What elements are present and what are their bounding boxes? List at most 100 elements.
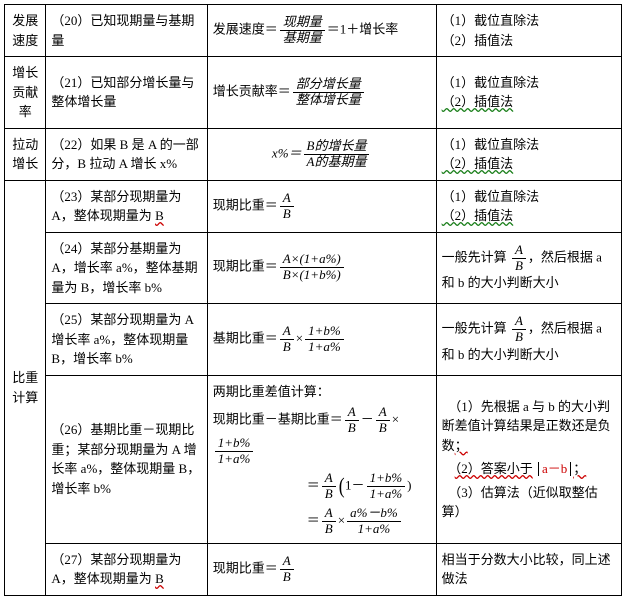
formula-27: 现期比重＝ A B <box>207 543 436 595</box>
frac-26b-num: A <box>376 405 390 421</box>
frac-25b-num: 1+b% <box>305 324 344 340</box>
frac-26c-den: 1+a% <box>215 452 254 467</box>
formula-23-lhs: 现期比重＝ <box>213 197 278 212</box>
condition-21: （21）已知部分增长量与整体增长量 <box>46 57 207 129</box>
frac-26f-den: B <box>322 522 336 537</box>
method-25-den: B <box>512 330 526 345</box>
cond-23-wavy: B <box>155 208 164 223</box>
method-22-1: （1）截位直除法 <box>442 135 616 155</box>
formula-26: 两期比重差值计算： 现期比重－基期比重＝ A B － A B × 1+b% 1+… <box>207 375 436 543</box>
method-26-3: （3）估算法（近似取整估算） <box>442 485 598 520</box>
condition-24: （24）某部分基期量为 A，增长率 a%，整体基期量为 B，增长率 b% <box>46 232 207 304</box>
formula-26-eq2: ＝ <box>307 477 320 492</box>
frac-26b: A B <box>374 405 392 436</box>
method-23-1: （1）截位直除法 <box>442 187 616 207</box>
condition-23: （23）某部分现期量为 A，整体现期量为 B <box>46 180 207 232</box>
method-25: 一般先计算 A B ，然后根据 a 和 b 的大小判断大小 <box>436 304 621 376</box>
condition-27: （27）某部分现期量为 A，整体现期量为 B <box>46 543 207 595</box>
frac-24-num: A×(1+a%) <box>280 252 344 268</box>
formula-27-lhs: 现期比重＝ <box>213 560 278 575</box>
frac-26e-num: 1+b% <box>367 471 406 487</box>
formula-21-lhs: 增长贡献率＝ <box>213 83 291 98</box>
condition-26: （26）基期比重－现期比重；某部分现期量为 A 增长率 a%，整体现期量 B，增… <box>46 375 207 543</box>
frac-27-den: B <box>280 570 294 585</box>
method-22-2: （2）插值法 <box>442 156 514 171</box>
formula-24-lhs: 现期比重＝ <box>213 259 278 274</box>
frac-20-num: 现期量 <box>280 15 325 31</box>
method-23: （1）截位直除法 （2）插值法 <box>436 180 621 232</box>
formula-26-times3: × <box>338 512 345 527</box>
formula-26-lhs: 现期比重－基期比重＝ <box>213 411 343 426</box>
formula-24: 现期比重＝ A×(1+a%) B×(1+b%) <box>207 232 436 304</box>
method-24: 一般先计算 A B ，然后根据 a 和 b 的大小判断大小 <box>436 232 621 304</box>
frac-26g: a%－b% 1+a% <box>345 506 403 537</box>
formula-26-head: 两期比重差值计算： <box>213 382 431 402</box>
formula-26-eq3: ＝ <box>307 512 320 527</box>
paren-left: ( <box>338 475 344 497</box>
category-bizhong-jisuan: 比重 计算 <box>5 180 46 595</box>
method-24-pre: 一般先计算 <box>442 249 507 264</box>
category-zengzhang-gongxianlv: 增长 贡献 率 <box>5 57 46 129</box>
condition-20: （20）已知现期量与基期量 <box>46 5 207 57</box>
frac-25b-den: 1+a% <box>305 340 344 355</box>
frac-26g-num: a%－b% <box>347 506 401 522</box>
frac-24: A×(1+a%) B×(1+b%) <box>278 252 346 283</box>
frac-26c: 1+b% 1+a% <box>213 436 256 467</box>
method-24-den: B <box>512 259 526 274</box>
method-27: 相当于分数大小比较，同上述做法 <box>436 543 621 595</box>
frac-26e: 1+b% 1+a% <box>365 471 408 502</box>
frac-20-den: 基期量 <box>280 31 325 46</box>
method-25-frac: A B <box>510 314 528 345</box>
category-fazhan-sudu: 发展 速度 <box>5 5 46 57</box>
method-22: （1）截位直除法 （2）插值法 <box>436 128 621 180</box>
frac-27: A B <box>278 554 296 585</box>
frac-26a-den: B <box>345 421 359 436</box>
formula-25-lhs: 基期比重＝ <box>213 330 278 345</box>
frac-21: 部分增长量 整体增长量 <box>291 77 366 108</box>
frac-25b: 1+b% 1+a% <box>303 324 346 355</box>
condition-22: （22）如果 B 是 A 的一部分，B 拉动 A 增长 x% <box>46 128 207 180</box>
frac-26b-den: B <box>376 421 390 436</box>
frac-22-num: B的增长量 <box>304 139 370 155</box>
formula-26-1minus: 1－ <box>345 477 365 492</box>
frac-21-num: 部分增长量 <box>293 77 364 93</box>
method-25-num: A <box>512 314 526 330</box>
formula-26-times1: × <box>392 411 399 426</box>
frac-26a-num: A <box>345 405 359 421</box>
frac-25a-den: B <box>280 340 294 355</box>
formula-21: 增长贡献率＝ 部分增长量 整体增长量 <box>207 57 436 129</box>
method-26-1-wavy: ； <box>455 438 468 453</box>
method-25-pre: 一般先计算 <box>442 320 507 335</box>
method-26-2-wavy: ； <box>573 461 586 476</box>
frac-26g-den: 1+a% <box>347 522 401 537</box>
method-26-2-abs-txt: a－b <box>542 461 567 476</box>
frac-21-den: 整体增长量 <box>293 93 364 108</box>
method-26-2-pre: （2）答案小于 <box>455 461 533 476</box>
frac-26f: A B <box>320 506 338 537</box>
method-20-2: （2）插值法 <box>442 31 616 51</box>
method-21-2: （2）插值法 <box>442 94 514 109</box>
method-21: （1）截位直除法 （2）插值法 <box>436 57 621 129</box>
frac-26f-num: A <box>322 506 336 522</box>
method-26-2-abs: a－b <box>538 462 571 476</box>
frac-26d-den: B <box>322 487 336 502</box>
frac-24-den: B×(1+b%) <box>280 268 344 283</box>
frac-25a-num: A <box>280 324 294 340</box>
condition-25: （25）某部分现期量为 A 增长率 a%，整体现期量 B，增长率 b% <box>46 304 207 376</box>
frac-26d-num: A <box>322 471 336 487</box>
method-23-2: （2）插值法 <box>442 208 514 223</box>
frac-23-num: A <box>280 191 294 207</box>
frac-27-num: A <box>280 554 294 570</box>
method-20-1: （1）截位直除法 <box>442 11 616 31</box>
formula-22-lhs: x%＝ <box>272 145 302 160</box>
cond-27-wavy: B <box>155 571 164 586</box>
formula-20: 发展速度＝ 现期量 基期量 ＝1＋增长率 <box>207 5 436 57</box>
method-26: （1）先根据 a 与 b 的大小判断差值计算结果是正数还是负数； （2）答案小于… <box>436 375 621 543</box>
formula-25: 基期比重＝ A B × 1+b% 1+a% <box>207 304 436 376</box>
formula-20-tail: ＝1＋增长率 <box>327 21 399 36</box>
method-20: （1）截位直除法 （2）插值法 <box>436 5 621 57</box>
frac-23: A B <box>278 191 296 222</box>
category-ladong-zengzhang: 拉动 增长 <box>5 128 46 180</box>
formula-20-lhs: 发展速度＝ <box>213 21 278 36</box>
method-24-num: A <box>512 243 526 259</box>
